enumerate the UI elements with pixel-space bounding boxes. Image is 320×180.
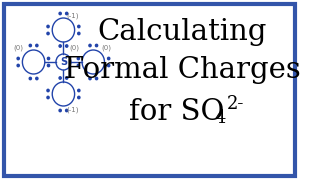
Text: (0): (0) <box>101 45 111 51</box>
Circle shape <box>78 25 80 28</box>
Circle shape <box>66 77 68 79</box>
Circle shape <box>17 57 19 60</box>
Circle shape <box>108 64 110 67</box>
Circle shape <box>59 109 61 112</box>
Circle shape <box>47 25 49 28</box>
Circle shape <box>59 45 61 47</box>
Circle shape <box>77 64 79 67</box>
Circle shape <box>108 57 110 60</box>
Text: 4: 4 <box>214 109 226 127</box>
Circle shape <box>47 89 49 92</box>
Circle shape <box>36 44 38 47</box>
Text: (-1): (-1) <box>67 107 79 113</box>
Text: S: S <box>60 57 67 67</box>
Text: for SO: for SO <box>129 98 224 126</box>
Circle shape <box>78 89 80 92</box>
Circle shape <box>78 96 80 99</box>
Circle shape <box>17 64 19 67</box>
Circle shape <box>29 44 31 47</box>
Circle shape <box>59 12 61 15</box>
Circle shape <box>47 96 49 99</box>
Circle shape <box>78 32 80 35</box>
Text: 2-: 2- <box>227 95 244 113</box>
Circle shape <box>77 57 79 60</box>
Circle shape <box>95 77 98 80</box>
Circle shape <box>66 45 68 47</box>
Text: (0): (0) <box>70 45 80 51</box>
Circle shape <box>36 77 38 80</box>
Circle shape <box>47 32 49 35</box>
Circle shape <box>29 77 31 80</box>
Text: (-1): (-1) <box>67 13 79 19</box>
Text: (0): (0) <box>14 45 24 51</box>
Circle shape <box>66 109 68 112</box>
Circle shape <box>89 77 91 80</box>
Text: Calculating: Calculating <box>97 18 267 46</box>
Text: Formal Charges: Formal Charges <box>64 56 300 84</box>
Circle shape <box>47 64 50 67</box>
Circle shape <box>89 44 91 47</box>
Circle shape <box>47 57 50 60</box>
Circle shape <box>95 44 98 47</box>
Circle shape <box>66 12 68 15</box>
Circle shape <box>59 77 61 79</box>
